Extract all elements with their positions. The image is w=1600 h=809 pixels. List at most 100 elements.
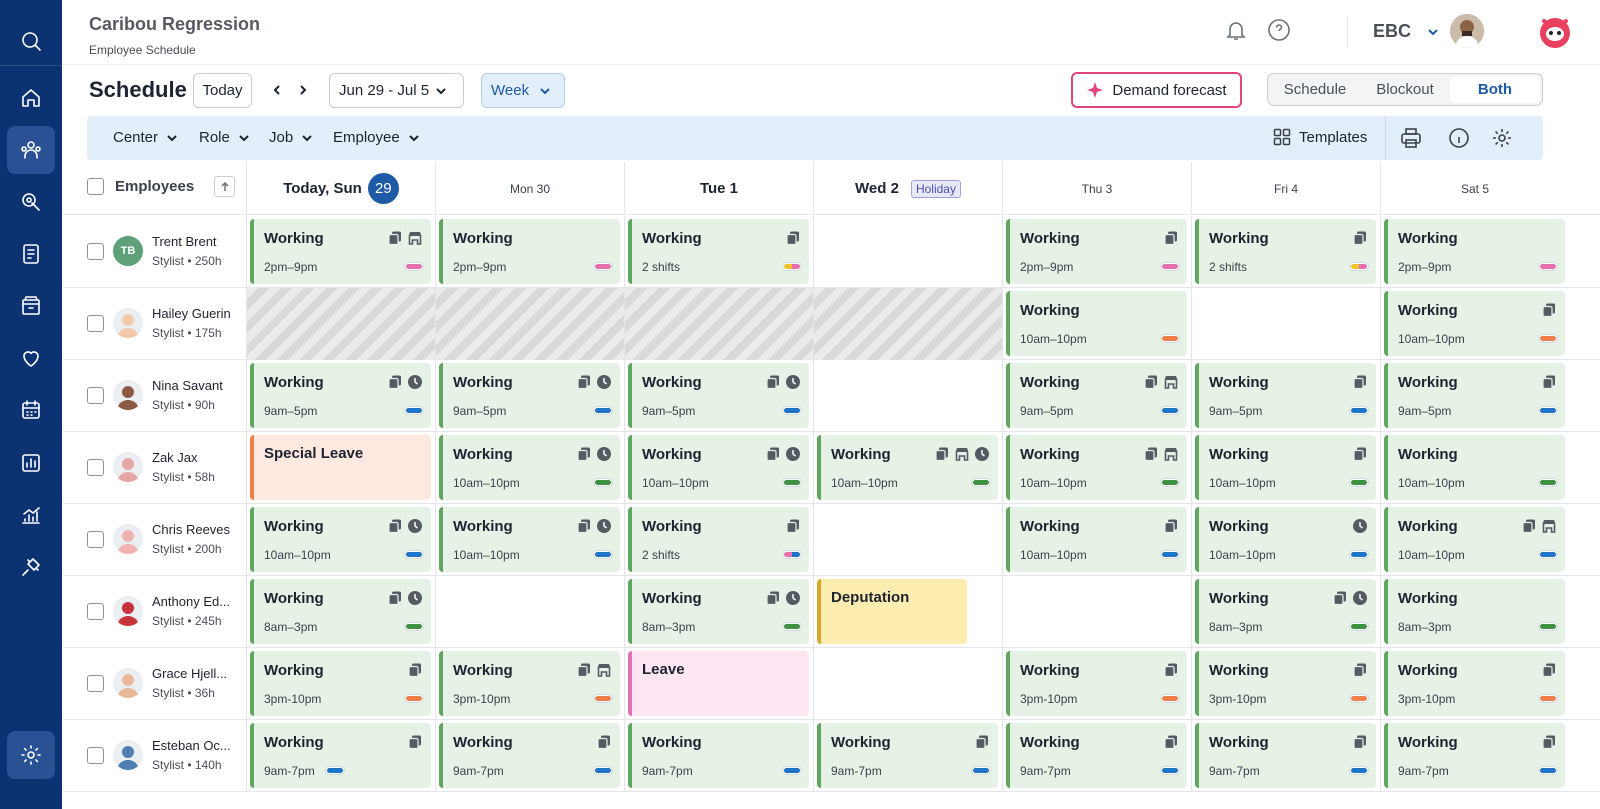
- schedule-cell[interactable]: Working 8am–3pm: [1191, 576, 1380, 648]
- schedule-cell[interactable]: Working 9am–5pm: [1380, 360, 1569, 432]
- print-icon[interactable]: [1400, 127, 1422, 149]
- shift-card[interactable]: Working 3pm-10pm: [1195, 651, 1376, 716]
- filter-employee[interactable]: Employee: [333, 129, 420, 146]
- row-checkbox[interactable]: [87, 603, 104, 620]
- segment-both[interactable]: Both: [1450, 76, 1540, 103]
- schedule-cell[interactable]: Working 9am-7pm: [1380, 720, 1569, 792]
- schedule-cell[interactable]: Working 10am–10pm: [1002, 288, 1191, 360]
- shift-card[interactable]: Working 9am–5pm: [1195, 363, 1376, 428]
- demand-forecast-button[interactable]: Demand forecast: [1071, 72, 1242, 108]
- schedule-cell[interactable]: Working 3pm-10pm: [246, 648, 435, 720]
- blockout-cell[interactable]: [246, 288, 435, 360]
- schedule-cell[interactable]: Working 9am-7pm: [435, 720, 624, 792]
- shift-card[interactable]: Working 10am–10pm: [439, 435, 620, 500]
- schedule-cell[interactable]: Working 9am–5pm: [1191, 360, 1380, 432]
- employee-name[interactable]: Trent Brent: [152, 234, 217, 249]
- shift-card[interactable]: Working 10am–10pm: [1006, 507, 1187, 572]
- report-icon[interactable]: [7, 439, 55, 487]
- calendar-icon[interactable]: [7, 386, 55, 434]
- templates-button[interactable]: Templates: [1273, 128, 1367, 146]
- today-button[interactable]: Today: [193, 73, 252, 108]
- user-avatar[interactable]: [1450, 14, 1484, 48]
- home-icon[interactable]: [7, 74, 55, 122]
- schedule-cell[interactable]: Working 9am-7pm: [813, 720, 1002, 792]
- shift-card[interactable]: Working 9am–5pm: [628, 363, 809, 428]
- schedule-cell[interactable]: Working 9am-7pm: [246, 720, 435, 792]
- schedule-cell[interactable]: Working 10am–10pm: [1191, 432, 1380, 504]
- schedule-cell[interactable]: Leave: [624, 648, 813, 720]
- row-checkbox[interactable]: [87, 747, 104, 764]
- employee-name[interactable]: Hailey Guerin: [152, 306, 231, 321]
- shift-card[interactable]: Working 10am–10pm: [1195, 435, 1376, 500]
- shift-card[interactable]: Working 2pm–9pm: [439, 219, 620, 284]
- shift-card[interactable]: Working 3pm-10pm: [1006, 651, 1187, 716]
- shift-card[interactable]: Working 9am–5pm: [250, 363, 431, 428]
- row-checkbox[interactable]: [87, 315, 104, 332]
- schedule-cell[interactable]: Working 10am–10pm: [1002, 432, 1191, 504]
- schedule-cell[interactable]: Working 8am–3pm: [624, 576, 813, 648]
- schedule-cell[interactable]: [1191, 288, 1380, 360]
- shift-card[interactable]: Working 2 shifts: [628, 507, 809, 572]
- prev-week-button[interactable]: [267, 80, 287, 100]
- shift-card[interactable]: Working 9am-7pm: [817, 723, 998, 788]
- shift-card[interactable]: Working 9am-7pm: [1195, 723, 1376, 788]
- leave-card[interactable]: Deputation: [817, 579, 967, 644]
- settings-icon[interactable]: [7, 731, 55, 779]
- next-week-button[interactable]: [293, 80, 313, 100]
- shift-card[interactable]: Working 10am–10pm: [1384, 507, 1565, 572]
- blockout-cell[interactable]: [813, 288, 1002, 360]
- org-switcher[interactable]: EBC: [1373, 21, 1440, 42]
- schedule-cell[interactable]: [813, 648, 1002, 720]
- schedule-cell[interactable]: Working 3pm-10pm: [435, 648, 624, 720]
- shift-card[interactable]: Working 3pm-10pm: [1384, 651, 1565, 716]
- schedule-cell[interactable]: [435, 576, 624, 648]
- employee-name[interactable]: Chris Reeves: [152, 522, 231, 537]
- search-icon[interactable]: [7, 17, 55, 65]
- schedule-cell[interactable]: Working 10am–10pm: [435, 504, 624, 576]
- schedule-cell[interactable]: Working 9am-7pm: [1191, 720, 1380, 792]
- schedule-cell[interactable]: Working 9am-7pm: [624, 720, 813, 792]
- blockout-cell[interactable]: [435, 288, 624, 360]
- shift-card[interactable]: Working 8am–3pm: [1384, 579, 1565, 644]
- schedule-cell[interactable]: Working 10am–10pm: [1380, 432, 1569, 504]
- schedule-cell[interactable]: Working 2 shifts: [1191, 216, 1380, 288]
- schedule-cell[interactable]: Special Leave: [246, 432, 435, 504]
- employee-name[interactable]: Nina Savant: [152, 378, 223, 393]
- schedule-cell[interactable]: Working 9am–5pm: [435, 360, 624, 432]
- employee-name[interactable]: Zak Jax: [152, 450, 198, 465]
- schedule-cell[interactable]: Working 3pm-10pm: [1380, 648, 1569, 720]
- people-icon[interactable]: [7, 126, 55, 174]
- segment-schedule[interactable]: Schedule: [1283, 81, 1347, 98]
- checklist-icon[interactable]: [7, 230, 55, 278]
- schedule-cell[interactable]: Working 10am–10pm: [1380, 288, 1569, 360]
- shift-card[interactable]: Working 9am-7pm: [250, 723, 431, 788]
- filter-center[interactable]: Center: [113, 129, 178, 146]
- schedule-cell[interactable]: Working 10am–10pm: [1191, 504, 1380, 576]
- schedule-cell[interactable]: Working 10am–10pm: [624, 432, 813, 504]
- schedule-cell[interactable]: Working 2 shifts: [624, 504, 813, 576]
- schedule-cell[interactable]: [813, 360, 1002, 432]
- pointer-icon[interactable]: [7, 178, 55, 226]
- view-mode-select[interactable]: Week: [481, 73, 565, 108]
- schedule-cell[interactable]: Working 2pm–9pm: [435, 216, 624, 288]
- blockout-cell[interactable]: [624, 288, 813, 360]
- schedule-cell[interactable]: Working 2pm–9pm: [1002, 216, 1191, 288]
- schedule-cell[interactable]: [813, 216, 1002, 288]
- schedule-cell[interactable]: Working 8am–3pm: [246, 576, 435, 648]
- shift-card[interactable]: Working 8am–3pm: [250, 579, 431, 644]
- shift-card[interactable]: Working 10am–10pm: [1384, 291, 1565, 356]
- mascot-logo-icon[interactable]: [1538, 15, 1572, 49]
- filter-role[interactable]: Role: [199, 129, 250, 146]
- sort-button[interactable]: [214, 176, 235, 197]
- shift-card[interactable]: Working 8am–3pm: [628, 579, 809, 644]
- shift-card[interactable]: Working 10am–10pm: [1006, 291, 1187, 356]
- schedule-cell[interactable]: Working 9am-7pm: [1002, 720, 1191, 792]
- row-checkbox[interactable]: [87, 675, 104, 692]
- shift-card[interactable]: Working 9am-7pm: [439, 723, 620, 788]
- box-icon[interactable]: [7, 282, 55, 330]
- schedule-cell[interactable]: Working 3pm-10pm: [1191, 648, 1380, 720]
- heart-icon[interactable]: [7, 334, 55, 382]
- schedule-cell[interactable]: Working 10am–10pm: [1002, 504, 1191, 576]
- shift-card[interactable]: Working 10am–10pm: [628, 435, 809, 500]
- schedule-cell[interactable]: Working 9am–5pm: [624, 360, 813, 432]
